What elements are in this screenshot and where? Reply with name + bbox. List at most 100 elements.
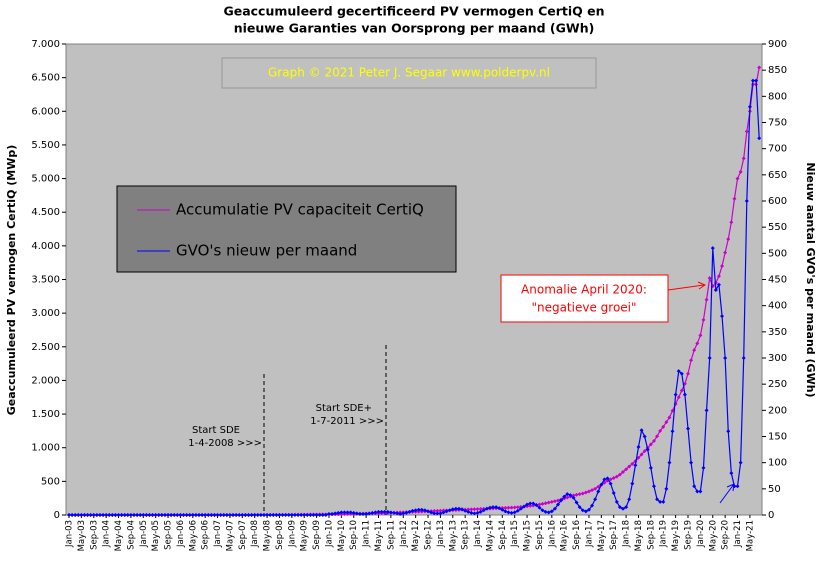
x-tick-label: Jan-04 — [102, 520, 112, 548]
y-tick-label: 5.000 — [31, 174, 60, 185]
x-tick-label: May-07 — [225, 520, 235, 551]
series-line — [67, 78, 762, 517]
chart-title: Geaccumuleerd gecertificeerd PV vermogen… — [223, 4, 604, 19]
annotation: "negatieve groei" — [531, 301, 636, 315]
x-tick-label: Sep-08 — [275, 520, 285, 550]
x-tick-label: Sep-14 — [498, 520, 508, 550]
y2-tick-label: 650 — [768, 170, 787, 181]
x-tick-label: May-08 — [263, 520, 273, 551]
annotation: Start SDE+ — [316, 403, 372, 414]
x-tick-label: Jan-09 — [287, 520, 297, 548]
x-tick-label: Jan-18 — [622, 520, 632, 548]
x-tick-label: Sep-15 — [535, 520, 545, 550]
y2-tick-label: 900 — [768, 39, 787, 50]
y2-tick-label: 150 — [768, 432, 787, 443]
y2-tick-label: 600 — [768, 196, 787, 207]
x-tick-label: Sep-13 — [461, 520, 471, 550]
x-tick-label: Sep-05 — [164, 520, 174, 550]
x-tick-label: May-04 — [114, 520, 124, 551]
x-tick-label: May-11 — [374, 520, 384, 551]
y2-tick-label: 350 — [768, 327, 787, 338]
x-tick-label: Sep-06 — [201, 520, 211, 550]
y-tick-label: 1.000 — [31, 443, 60, 454]
x-tick-label: Sep-12 — [424, 520, 434, 550]
x-tick-label: Sep-10 — [349, 520, 359, 550]
legend-entry: Accumulatie PV capaciteit CertiQ — [176, 201, 424, 219]
x-tick-label: Jan-15 — [510, 520, 520, 548]
y-tick-label: 3.500 — [31, 275, 60, 286]
x-tick-label: Jan-10 — [324, 520, 334, 548]
y-tick-label: 6.500 — [31, 73, 60, 84]
y-tick-label: 4.500 — [31, 207, 60, 218]
x-tick-label: May-13 — [448, 520, 458, 551]
y-axis-label: Geaccumuleerd PV vermogen CertiQ (MWp) — [5, 145, 18, 416]
y2-tick-label: 200 — [768, 405, 787, 416]
x-tick-label: Sep-17 — [609, 520, 619, 550]
x-tick-label: May-15 — [523, 520, 533, 551]
x-tick-label: Jan-07 — [213, 520, 223, 548]
x-tick-label: May-14 — [485, 520, 495, 551]
legend-entry: GVO's nieuw per maand — [176, 242, 357, 260]
credit: Graph © 2021 Peter J. Segaar www.polderp… — [268, 66, 550, 80]
y-tick-label: 500 — [41, 476, 60, 487]
x-tick-label: Sep-18 — [646, 520, 656, 550]
x-tick-label: Jan-03 — [65, 520, 75, 548]
x-tick-label: May-10 — [337, 520, 347, 551]
x-tick-label: May-21 — [745, 520, 755, 551]
x-tick-label: May-06 — [188, 520, 198, 551]
x-tick-label: Jan-13 — [436, 520, 446, 548]
y-tick-label: 2.000 — [31, 375, 60, 386]
x-tick-label: May-05 — [151, 520, 161, 551]
chart-title: nieuwe Garanties van Oorsprong per maand… — [234, 21, 595, 36]
x-tick-label: May-20 — [708, 520, 718, 551]
x-tick-label: Jan-14 — [473, 520, 483, 548]
y2-tick-label: 500 — [768, 248, 787, 259]
x-tick-label: Jan-05 — [139, 520, 149, 548]
annotation: Start SDE — [192, 425, 240, 436]
x-tick-label: Sep-16 — [572, 520, 582, 550]
x-tick-label: Jan-12 — [399, 520, 409, 548]
x-tick-label: Sep-03 — [89, 520, 99, 550]
y2-tick-label: 450 — [768, 275, 787, 286]
y2-tick-label: 50 — [768, 484, 781, 495]
y2-tick-label: 750 — [768, 118, 787, 129]
y2-tick-label: 300 — [768, 353, 787, 364]
y-tick-label: 2.500 — [31, 342, 60, 353]
x-tick-label: Sep-11 — [386, 520, 396, 550]
x-tick-label: Jan-21 — [733, 520, 743, 548]
y2-tick-label: 250 — [768, 379, 787, 390]
y2-tick-label: 0 — [768, 510, 774, 521]
x-tick-label: Sep-19 — [684, 520, 694, 550]
x-tick-label: Jan-06 — [176, 520, 186, 548]
annotation: Anomalie April 2020: — [521, 283, 647, 297]
x-tick-label: Jan-20 — [696, 520, 706, 548]
y2-tick-label: 850 — [768, 65, 787, 76]
x-tick-label: Jan-19 — [659, 520, 669, 548]
x-tick-label: May-19 — [671, 520, 681, 551]
x-tick-label: May-09 — [300, 520, 310, 551]
y2-tick-label: 800 — [768, 91, 787, 102]
y-tick-label: 4.000 — [31, 241, 60, 252]
x-tick-label: Sep-20 — [721, 520, 731, 550]
x-tick-label: May-17 — [597, 520, 607, 551]
x-tick-label: Sep-04 — [126, 520, 136, 550]
x-tick-label: May-12 — [411, 520, 421, 551]
x-tick-label: Jan-11 — [362, 520, 372, 548]
y2-tick-label: 700 — [768, 144, 787, 155]
y-tick-label: 1.500 — [31, 409, 60, 420]
x-tick-label: Sep-07 — [238, 520, 248, 550]
y-tick-label: 0 — [54, 510, 60, 521]
y2-tick-label: 100 — [768, 458, 787, 469]
x-tick-label: Jan-17 — [584, 520, 594, 548]
x-tick-label: May-03 — [77, 520, 87, 551]
y2-axis-label: Nieuw aantal GVO's per maand (GWh) — [804, 162, 817, 397]
x-tick-label: Sep-09 — [312, 520, 322, 550]
x-tick-label: Jan-16 — [547, 520, 557, 548]
y2-tick-label: 550 — [768, 222, 787, 233]
y2-tick-label: 400 — [768, 301, 787, 312]
y-tick-label: 5.500 — [31, 140, 60, 151]
x-tick-label: May-18 — [634, 520, 644, 551]
y-tick-label: 7.000 — [31, 39, 60, 50]
x-tick-label: May-16 — [560, 520, 570, 551]
